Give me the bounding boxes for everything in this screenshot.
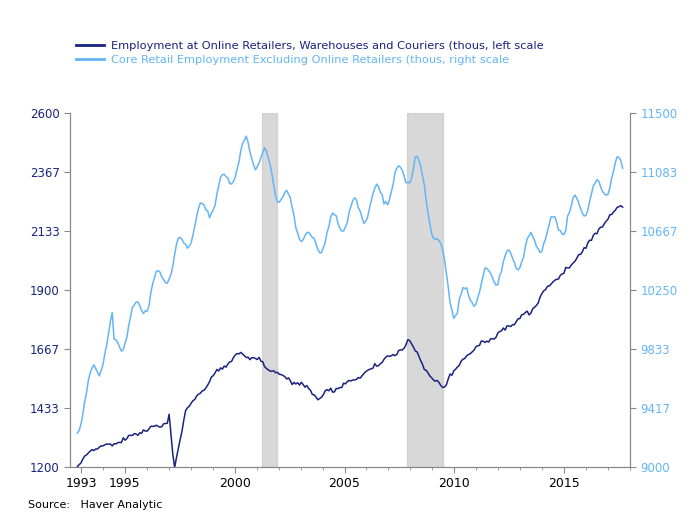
Bar <box>262 113 277 467</box>
Legend: Employment at Online Retailers, Warehouses and Couriers (thous, left scale, Core: Employment at Online Retailers, Warehous… <box>76 41 544 65</box>
Text: Source:   Haver Analytic: Source: Haver Analytic <box>28 501 162 510</box>
Bar <box>407 113 443 467</box>
